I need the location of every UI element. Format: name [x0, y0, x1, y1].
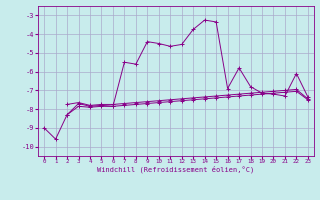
X-axis label: Windchill (Refroidissement éolien,°C): Windchill (Refroidissement éolien,°C)	[97, 166, 255, 173]
